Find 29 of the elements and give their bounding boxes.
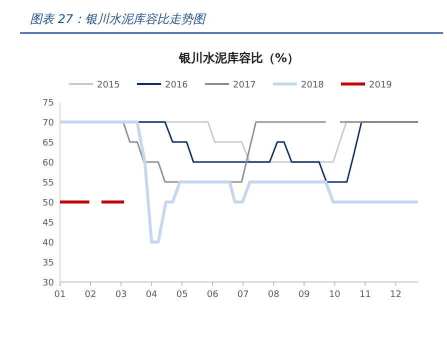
- x-tick-label: 04: [146, 290, 158, 300]
- y-tick-label: 70: [42, 118, 54, 128]
- x-tick-label: 02: [84, 290, 96, 300]
- y-tick-label: 40: [42, 238, 54, 248]
- legend-label: 2015: [97, 80, 120, 90]
- chart-subtitle: 银川水泥库容比（%）: [178, 51, 300, 65]
- y-tick-label: 55: [42, 178, 54, 188]
- y-tick-label: 75: [42, 98, 54, 108]
- legend-label: 2019: [369, 80, 392, 90]
- legend-label: 2017: [233, 80, 256, 90]
- x-tick-label: 03: [115, 290, 127, 300]
- x-tick-label: 07: [237, 290, 249, 300]
- x-tick-label: 05: [176, 290, 188, 300]
- x-tick-label: 11: [359, 290, 371, 300]
- legend-label: 2018: [301, 80, 324, 90]
- y-tick-label: 65: [42, 138, 54, 148]
- x-tick-label: 08: [268, 290, 280, 300]
- legend-label: 2016: [165, 80, 188, 90]
- chart-title: 图表 27：银川水泥库容比走势图: [30, 12, 208, 26]
- y-tick-label: 50: [42, 198, 54, 208]
- x-tick-label: 06: [206, 290, 219, 300]
- x-tick-label: 10: [328, 290, 341, 300]
- y-tick-label: 60: [42, 158, 54, 168]
- y-tick-label: 45: [42, 218, 54, 228]
- y-tick-label: 30: [42, 278, 54, 288]
- x-tick-label: 09: [298, 290, 310, 300]
- x-tick-label: 01: [54, 290, 66, 300]
- x-tick-label: 12: [390, 290, 402, 300]
- y-tick-label: 35: [42, 258, 54, 268]
